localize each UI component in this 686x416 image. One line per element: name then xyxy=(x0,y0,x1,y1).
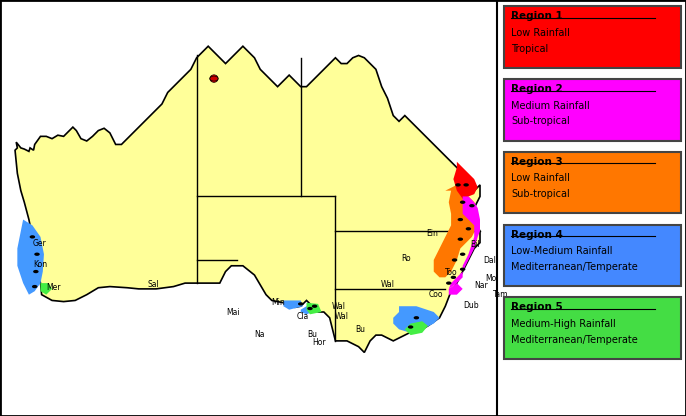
Text: Min: Min xyxy=(271,298,285,307)
Text: Mai: Mai xyxy=(226,308,240,317)
Polygon shape xyxy=(393,306,440,333)
Text: Mediterranean/Temperate: Mediterranean/Temperate xyxy=(511,262,638,272)
FancyBboxPatch shape xyxy=(504,152,681,213)
Polygon shape xyxy=(40,283,52,295)
Circle shape xyxy=(451,276,456,279)
Circle shape xyxy=(32,285,38,288)
Circle shape xyxy=(33,270,38,273)
Text: Sub-tropical: Sub-tropical xyxy=(511,189,570,199)
Text: Region 5: Region 5 xyxy=(511,302,563,312)
Text: Low-Medium Rainfall: Low-Medium Rainfall xyxy=(511,246,613,256)
Text: Tropical: Tropical xyxy=(511,44,548,54)
Polygon shape xyxy=(453,162,477,199)
Polygon shape xyxy=(283,300,303,310)
Text: Sub-tropical: Sub-tropical xyxy=(511,116,570,126)
Text: Bil: Bil xyxy=(470,240,480,249)
Text: Mer: Mer xyxy=(47,282,61,292)
Circle shape xyxy=(312,305,318,308)
Circle shape xyxy=(34,253,40,256)
Polygon shape xyxy=(434,185,477,277)
Text: Tam: Tam xyxy=(493,290,508,299)
Text: Dal: Dal xyxy=(484,256,497,265)
Text: Dub: Dub xyxy=(463,301,479,310)
Text: Coo: Coo xyxy=(429,290,443,299)
Bar xyxy=(0,0,497,416)
Polygon shape xyxy=(307,303,322,314)
Text: Cla: Cla xyxy=(296,312,309,322)
Text: Wal: Wal xyxy=(331,302,345,311)
Polygon shape xyxy=(449,196,480,289)
Circle shape xyxy=(466,227,471,230)
Text: Too: Too xyxy=(445,268,457,277)
Circle shape xyxy=(452,258,458,262)
Circle shape xyxy=(463,183,469,186)
Text: Low Rainfall: Low Rainfall xyxy=(511,173,570,183)
Circle shape xyxy=(456,183,461,186)
Text: Mo: Mo xyxy=(486,274,497,283)
Circle shape xyxy=(298,302,303,306)
Polygon shape xyxy=(405,321,428,335)
Circle shape xyxy=(469,204,475,207)
Text: Wal: Wal xyxy=(381,280,394,290)
Text: Hor: Hor xyxy=(312,338,326,347)
Text: Wal: Wal xyxy=(335,312,348,322)
Polygon shape xyxy=(15,46,480,352)
Ellipse shape xyxy=(210,75,218,82)
Text: Na: Na xyxy=(254,330,264,339)
Text: Bu: Bu xyxy=(307,329,318,339)
Circle shape xyxy=(458,218,463,221)
Polygon shape xyxy=(17,220,44,295)
Text: Medium Rainfall: Medium Rainfall xyxy=(511,101,590,111)
Text: Region 1: Region 1 xyxy=(511,11,563,21)
Text: Region 3: Region 3 xyxy=(511,157,563,167)
Polygon shape xyxy=(449,283,462,295)
Text: Ein: Ein xyxy=(427,229,438,238)
Text: Medium-High Rainfall: Medium-High Rainfall xyxy=(511,319,616,329)
Text: Sal: Sal xyxy=(147,280,159,290)
Text: Region 4: Region 4 xyxy=(511,230,563,240)
Circle shape xyxy=(307,307,313,310)
Circle shape xyxy=(29,235,35,238)
FancyBboxPatch shape xyxy=(504,225,681,286)
Text: Mediterranean/Temperate: Mediterranean/Temperate xyxy=(511,335,638,345)
FancyBboxPatch shape xyxy=(504,297,681,359)
Text: Ger: Ger xyxy=(33,239,47,248)
Circle shape xyxy=(408,325,414,329)
Polygon shape xyxy=(300,306,312,314)
Circle shape xyxy=(414,316,419,319)
Circle shape xyxy=(460,253,465,256)
FancyBboxPatch shape xyxy=(504,79,681,141)
Text: Ro: Ro xyxy=(401,254,411,263)
Circle shape xyxy=(458,238,463,241)
Text: Region 2: Region 2 xyxy=(511,84,563,94)
Circle shape xyxy=(210,76,218,81)
Circle shape xyxy=(460,201,465,204)
Text: Bu: Bu xyxy=(355,325,366,334)
FancyBboxPatch shape xyxy=(504,6,681,68)
Text: Kon: Kon xyxy=(33,260,47,269)
Text: Nar: Nar xyxy=(475,281,488,290)
Circle shape xyxy=(446,282,451,285)
Circle shape xyxy=(460,267,465,271)
Text: Low Rainfall: Low Rainfall xyxy=(511,28,570,38)
